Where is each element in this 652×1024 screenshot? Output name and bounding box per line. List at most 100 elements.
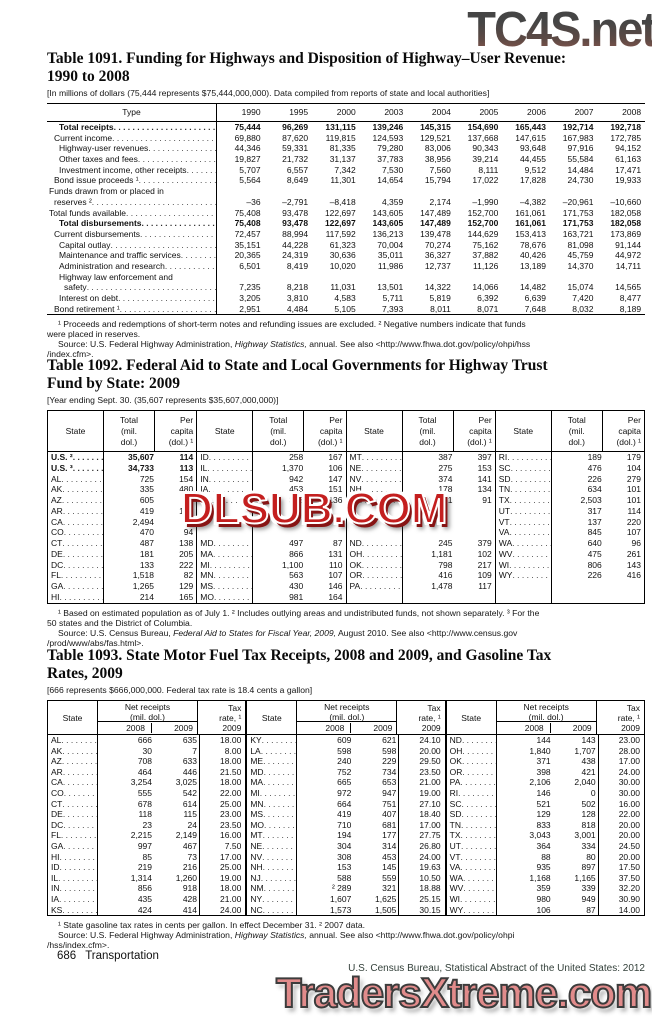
cell-state: MD: [247, 766, 298, 778]
header-line: (mil. dol.): [528, 712, 564, 722]
cell-tax-rate: 24.00: [220, 904, 242, 915]
dot-leader: [263, 777, 296, 788]
row-label-text: Maintenance and traffic services: [59, 250, 181, 261]
row-label: safety: [47, 282, 217, 293]
dot-leader: [507, 452, 551, 463]
state-label: OH: [449, 745, 463, 756]
cell-value: 90,343: [472, 143, 499, 154]
cell-value: 7,530: [381, 164, 404, 175]
title-line: Fund by State: 2009: [47, 374, 181, 392]
cell-value: 70,274: [424, 239, 451, 250]
cell-state: VT: [496, 516, 552, 528]
footnote-text: ¹ Proceeds and redemptions of short-term…: [58, 319, 526, 330]
table-1092-section: Table 1092. Federal Aid to State and Loc…: [47, 357, 645, 648]
state-label: MI: [250, 787, 260, 798]
row-label-text: Capital outlay: [59, 239, 111, 250]
cell-total: 791: [438, 495, 453, 505]
table-row: MN 563 107: [197, 570, 345, 581]
dot-leader: [63, 777, 97, 788]
dot-leader: [361, 463, 401, 474]
table-1091-subtitle: [In millions of dollars (75,444 represen…: [47, 88, 490, 98]
cell-2009: 421: [553, 766, 599, 778]
table-1093-section: Table 1093. State Motor Fuel Tax Receipt…: [47, 647, 645, 950]
row-label-text: Current disbursements: [54, 228, 140, 239]
table-row: MS 430 146: [197, 581, 345, 592]
cell-state: [496, 581, 552, 592]
state-label: KS: [51, 904, 63, 915]
cell-2008: 308: [337, 851, 352, 862]
state-label: AK: [51, 745, 63, 756]
cell-total: 634: [587, 484, 602, 495]
cell-tax-rate: 20.00: [618, 830, 640, 841]
cell-value: 38,956: [424, 154, 451, 165]
cell-state: OH: [447, 745, 497, 757]
cell-value: [217, 186, 265, 197]
cell-value: [550, 186, 598, 197]
col-header-year: 2004: [431, 107, 451, 117]
cell-percapita: 416: [626, 570, 641, 581]
cell-value: 20,365: [234, 250, 261, 261]
cell-2008: 2,215: [130, 830, 152, 841]
row-label-text: Highway-user revenues: [59, 143, 149, 154]
cell-state: NV: [247, 851, 298, 863]
cell-percapita: 110: [328, 559, 343, 570]
cell-state: ID: [48, 862, 98, 873]
table-1093-grid: State Net receipts (mil. dol.) 2008 2009 Tax r…: [47, 700, 645, 917]
cell-percapita: 101: [626, 484, 641, 495]
cell-value: 15,794: [424, 175, 451, 186]
footnote-line: Source: U.S. Federal Highway Administrat…: [47, 930, 645, 940]
cell-value: 8,218: [286, 282, 309, 293]
page-number: 686: [57, 950, 77, 962]
cell-2009: 559: [353, 872, 400, 884]
row-label: Administration and research: [47, 260, 217, 272]
cell-state: [347, 591, 403, 603]
dot-leader: [138, 154, 216, 165]
table-row: DE 181 205: [48, 548, 196, 560]
cell-value: 2,951: [239, 303, 261, 314]
header-line: Per: [478, 414, 492, 425]
cell-total: 563: [289, 570, 304, 581]
dot-leader: [458, 788, 496, 799]
dot-leader: [63, 841, 97, 852]
cell-2008: 464: [137, 766, 152, 777]
cell-percapita: 134: [477, 484, 492, 495]
cell-total: 419: [139, 505, 154, 516]
table-row: DC 133 222: [48, 559, 196, 571]
cell-value: 182,058: [610, 207, 642, 218]
cell-percapita: 67: [183, 516, 194, 527]
cell-value: [217, 272, 265, 283]
cell-state: TX: [496, 495, 552, 506]
cell-value: 122,697: [324, 218, 356, 229]
cell-value: 45,759: [567, 250, 594, 261]
header-line: Total: [567, 414, 586, 425]
row-label: reserves ²: [47, 196, 217, 208]
header-line: 2009: [621, 722, 640, 733]
dot-leader: [209, 474, 253, 485]
dot-leader: [62, 495, 103, 506]
table-row: TX 2,503 101: [496, 495, 644, 506]
table-row: Current disbursements 72,457 88,994 117,592…: [47, 228, 645, 240]
cell-value: 3,205: [239, 293, 261, 303]
watermark-tradersxtreme: TradersXtreme.com: [275, 968, 652, 1017]
state-label: OH: [349, 548, 363, 559]
dot-leader: [63, 549, 103, 560]
state-label: IA: [51, 893, 60, 904]
state-label: RI: [449, 787, 459, 798]
state-label: PA: [349, 581, 361, 591]
table-row: CT 487 138: [48, 538, 196, 549]
header-line: capita: [469, 425, 492, 436]
cell-value: [407, 186, 455, 197]
col-header-state: State: [48, 411, 104, 451]
state-label: MS: [250, 809, 264, 820]
title-line: Rates, 2009: [47, 664, 123, 682]
table-1093-footnotes: ¹ State gasoline tax rates in cents per …: [47, 920, 645, 950]
cell-value: 44,346: [234, 143, 261, 154]
cell-value: 14,482: [519, 282, 546, 293]
table-row: Bond issue proceeds ¹ 5,564 8,649 11,301 14,…: [47, 175, 645, 187]
cell-total: 845: [587, 527, 602, 538]
cell-tax-rate: 19.00: [419, 787, 441, 798]
cell-value: 17,022: [472, 175, 499, 186]
